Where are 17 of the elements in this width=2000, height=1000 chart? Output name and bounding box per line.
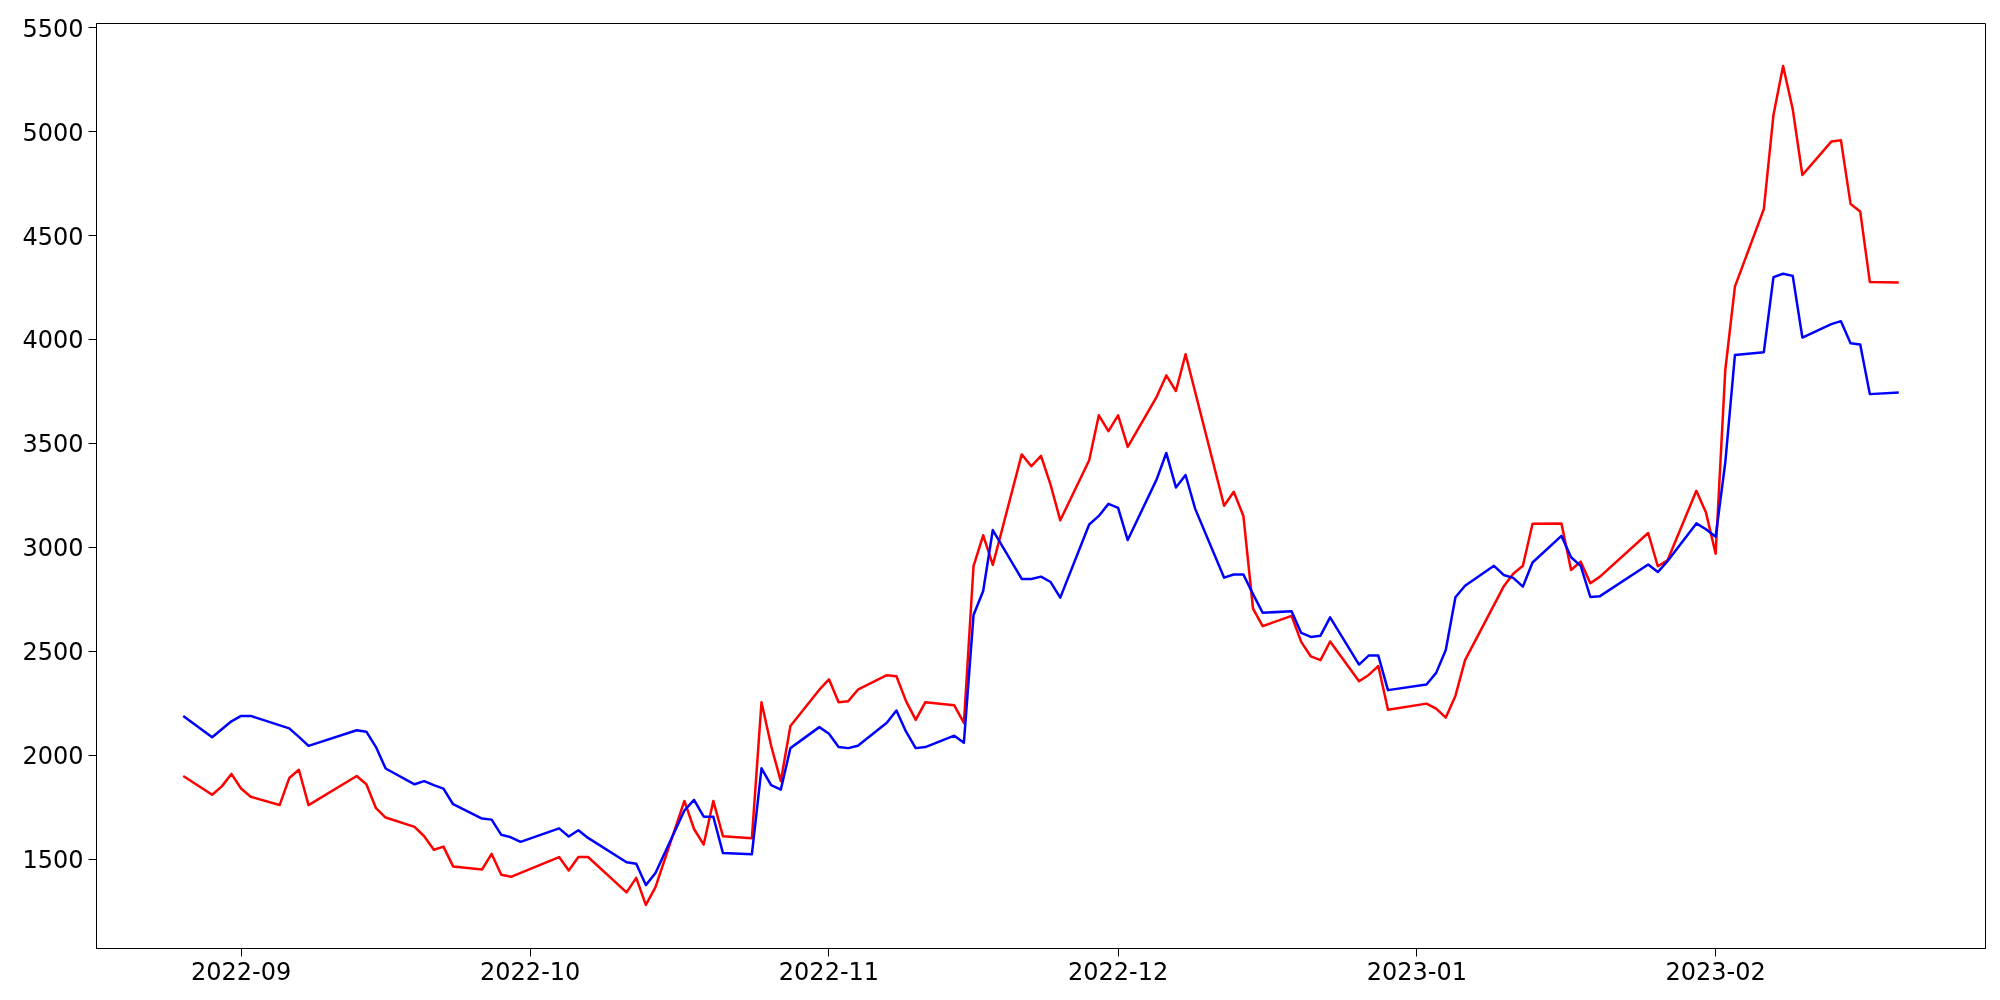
x-tick-label: 2022-11 bbox=[778, 957, 880, 986]
line-series bbox=[181, 64, 1901, 907]
y-tick-label: 5000 bbox=[22, 118, 84, 147]
y-tick-label: 5500 bbox=[22, 14, 84, 43]
y-tick-label: 1500 bbox=[22, 846, 84, 875]
y-tick-label: 3500 bbox=[22, 430, 84, 459]
y-tick-label: 2000 bbox=[22, 742, 84, 771]
x-tick-label: 2023-01 bbox=[1366, 957, 1468, 986]
y-tick-label: 4500 bbox=[22, 222, 84, 251]
x-tick-label: 2022-12 bbox=[1067, 957, 1169, 986]
line-series bbox=[181, 272, 1901, 887]
y-tick-label: 2500 bbox=[22, 638, 84, 667]
y-tick-label: 4000 bbox=[22, 326, 84, 355]
x-tick-label: 2022-10 bbox=[480, 957, 581, 986]
x-tick-label: 2022-09 bbox=[190, 957, 292, 986]
x-tick-label: 2023-02 bbox=[1665, 957, 1766, 986]
y-tick-label: 3000 bbox=[22, 534, 84, 563]
